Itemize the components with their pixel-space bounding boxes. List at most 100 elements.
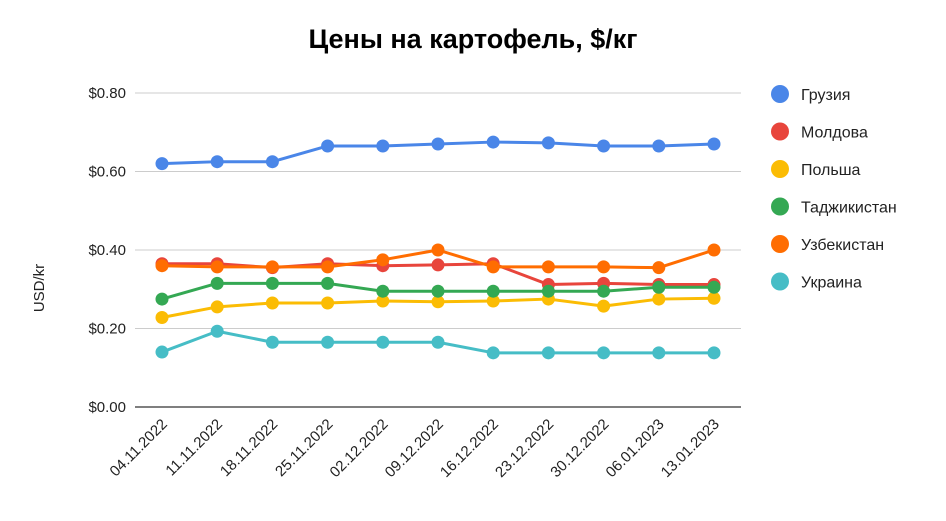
x-tick-label: 09.12.2022 — [382, 416, 447, 481]
data-point — [210, 276, 224, 290]
data-point — [486, 135, 500, 149]
data-point — [541, 260, 555, 274]
legend-marker — [771, 272, 789, 291]
data-point — [321, 276, 335, 290]
legend-label: Узбекистан — [801, 237, 884, 254]
data-point — [431, 284, 445, 298]
data-point — [541, 284, 555, 298]
legend-label: Молдова — [801, 125, 868, 142]
legend-item: Таджикистан — [771, 197, 897, 217]
data-point — [431, 295, 445, 309]
series-5 — [155, 243, 721, 275]
data-point — [321, 296, 335, 310]
data-point — [541, 346, 555, 360]
legend-label: Таджикистан — [801, 200, 897, 217]
legend-item: Украина — [771, 272, 862, 292]
data-point — [707, 243, 721, 257]
data-point — [321, 335, 335, 349]
data-point — [486, 284, 500, 298]
x-tick-label: 06.01.2023 — [603, 416, 668, 481]
series-3 — [155, 291, 721, 325]
x-tick-label: 13.01.2023 — [658, 416, 723, 481]
x-axis-ticks: 04.11.202211.11.202218.11.202225.11.2022… — [107, 416, 723, 481]
data-point — [321, 139, 335, 153]
data-point — [541, 136, 555, 150]
data-point — [210, 260, 224, 274]
y-tick-label: $0.00 — [88, 399, 126, 416]
data-point — [265, 260, 279, 274]
legend-item: Узбекистан — [771, 235, 884, 254]
x-tick-label: 04.11.2022 — [107, 416, 171, 480]
y-tick-label: $0.20 — [88, 321, 126, 338]
data-point — [376, 294, 390, 308]
y-tick-label: $0.80 — [88, 85, 126, 102]
data-point — [210, 324, 224, 338]
data-point — [597, 139, 611, 153]
y-axis-ticks: $0.00 $0.20 $0.40 $0.60 $0.80 — [88, 85, 126, 416]
chart-title: Цены на картофель, $/кг — [308, 24, 637, 54]
series-6 — [155, 324, 721, 360]
data-point — [486, 346, 500, 360]
data-point — [155, 292, 169, 306]
x-tick-label: 02.12.2022 — [327, 416, 392, 481]
data-point — [376, 253, 390, 267]
data-point — [652, 261, 666, 275]
data-point — [597, 284, 611, 298]
data-point — [265, 155, 279, 169]
data-point — [155, 259, 169, 273]
data-point — [321, 260, 335, 274]
series-1 — [155, 135, 721, 171]
y-tick-label: $0.40 — [88, 242, 126, 259]
data-point — [155, 345, 169, 359]
x-tick-label: 23.12.2022 — [492, 416, 557, 481]
data-point — [431, 258, 445, 272]
data-point — [652, 139, 666, 153]
legend-marker — [771, 197, 789, 216]
data-point — [155, 157, 169, 171]
legend-marker — [771, 235, 789, 253]
legend-item: Грузия — [771, 85, 850, 104]
data-point — [376, 335, 390, 349]
series-4 — [155, 276, 721, 306]
data-point — [265, 335, 279, 349]
data-point — [707, 291, 721, 305]
data-point — [265, 296, 279, 310]
data-point — [210, 155, 224, 169]
data-point — [597, 299, 611, 313]
data-point — [707, 280, 721, 294]
legend-label: Польша — [801, 162, 861, 179]
data-point — [707, 346, 721, 360]
legend-marker — [771, 122, 789, 141]
data-point — [652, 292, 666, 306]
y-tick-label: $0.60 — [88, 164, 126, 181]
legend-label: Украина — [801, 275, 862, 292]
series-lines — [155, 135, 721, 360]
x-tick-label: 18.11.2022 — [217, 416, 281, 480]
data-point — [431, 335, 445, 349]
data-point — [431, 137, 445, 151]
legend-marker — [771, 160, 789, 178]
x-tick-label: 16.12.2022 — [437, 416, 502, 481]
legend-label: Грузия — [801, 87, 850, 104]
data-point — [376, 139, 390, 153]
x-tick-label: 11.11.2022 — [162, 416, 226, 480]
data-point — [210, 300, 224, 314]
data-point — [486, 260, 500, 274]
data-point — [597, 346, 611, 360]
data-point — [431, 243, 445, 257]
data-point — [155, 311, 169, 325]
legend: Грузия Молдова Польша Таджикистан Узбекистан… — [771, 85, 897, 292]
x-tick-label: 30.12.2022 — [547, 416, 612, 481]
data-point — [376, 284, 390, 298]
data-point — [707, 137, 721, 151]
y-axis-label: USD/kr — [31, 264, 48, 312]
legend-marker — [771, 85, 789, 103]
data-point — [597, 260, 611, 274]
legend-item: Польша — [771, 160, 861, 179]
legend-item: Молдова — [771, 122, 868, 142]
data-point — [265, 276, 279, 290]
data-point — [652, 346, 666, 360]
data-point — [486, 294, 500, 308]
data-point — [652, 280, 666, 294]
